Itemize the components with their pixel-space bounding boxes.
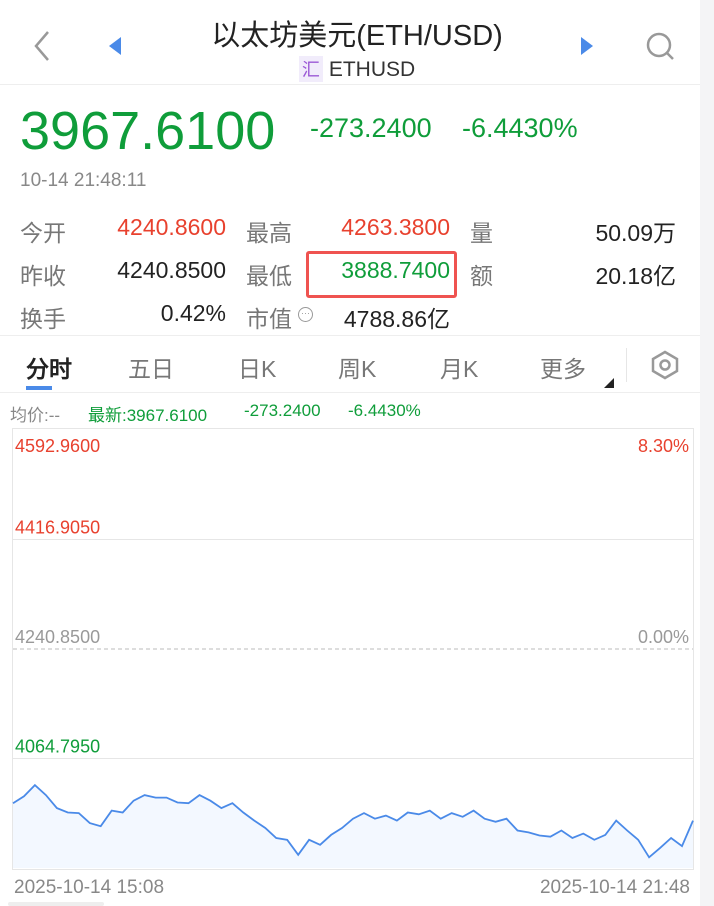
back-chevron-icon[interactable]	[32, 30, 52, 62]
tab-4[interactable]: 月K	[440, 356, 479, 382]
stat-value: 3888.7400	[341, 257, 450, 283]
quote-time: 10-14 21:48:11	[20, 170, 147, 191]
stat-value: 4240.8600	[117, 214, 226, 240]
stat-value: 0.42%	[160, 300, 226, 326]
stat-value: 4263.3800	[341, 214, 450, 240]
latest-price: 最新:3967.6100	[88, 406, 208, 425]
divider	[626, 348, 627, 382]
prev-triangle-icon[interactable]	[108, 36, 122, 56]
stat-value: 50.09万	[595, 220, 676, 246]
forex-badge: 汇	[298, 56, 323, 82]
dropdown-corner-icon	[604, 378, 614, 388]
x-label-start: 2025-10-14 15:08	[14, 877, 165, 898]
stat-label: 昨收	[20, 263, 66, 289]
info-change-pct: -6.4430%	[348, 401, 421, 420]
stat-label: 最低	[246, 263, 292, 289]
scroll-handle[interactable]	[8, 902, 104, 906]
y-tick-label: 4416.9050	[15, 518, 100, 538]
tab-1[interactable]: 五日	[128, 356, 174, 382]
info-change: -273.2400	[244, 401, 321, 420]
intraday-chart[interactable]	[12, 428, 694, 870]
x-label-end: 2025-10-14 21:48	[539, 877, 690, 898]
divider	[0, 84, 700, 85]
avg-price: 均价:--	[10, 406, 61, 425]
y-tick-label: 4240.8500	[15, 627, 100, 647]
stat-value: 20.18亿	[595, 263, 676, 289]
stat-label: 换手	[20, 306, 66, 332]
tab-2[interactable]: 日K	[238, 356, 277, 382]
highlight-box	[306, 251, 457, 298]
symbol: ETHUSD	[328, 58, 416, 81]
search-icon[interactable]	[644, 30, 676, 62]
stat-value: 4240.8500	[117, 257, 226, 283]
stat-label: 今开	[20, 220, 66, 246]
page-title: 以太坊美元(ETH/USD)	[211, 20, 503, 52]
pct-tick-label: 0.00%	[638, 627, 689, 647]
divider	[0, 335, 700, 336]
active-tab-indicator	[26, 386, 52, 390]
price-change: -273.2400	[310, 113, 432, 143]
y-tick-label: 4592.9600	[15, 436, 100, 456]
stat-value: 4788.86亿	[343, 306, 450, 332]
symbol-subtitle: 汇 ETHUSD	[0, 56, 714, 82]
price-change-pct: -6.4430%	[462, 113, 578, 143]
y-tick-label: 4064.7950	[15, 737, 100, 757]
tab-5[interactable]: 更多	[540, 356, 586, 382]
tab-3[interactable]: 周K	[338, 356, 377, 382]
pct-tick-label: 8.30%	[638, 436, 689, 456]
price-area	[13, 785, 693, 868]
price-line	[12, 783, 694, 859]
next-triangle-icon[interactable]	[580, 36, 594, 56]
stat-label: 量	[470, 220, 493, 246]
info-icon[interactable]: ···	[298, 307, 313, 322]
side-strip	[700, 0, 714, 906]
stat-label: 市值	[246, 306, 292, 332]
settings-hexagon-icon[interactable]	[650, 350, 680, 380]
last-price: 3967.6100	[20, 101, 276, 161]
stat-label: 最高	[246, 220, 292, 246]
stat-label: 额	[470, 263, 493, 289]
tab-0[interactable]: 分时	[26, 356, 72, 382]
divider	[0, 392, 700, 393]
